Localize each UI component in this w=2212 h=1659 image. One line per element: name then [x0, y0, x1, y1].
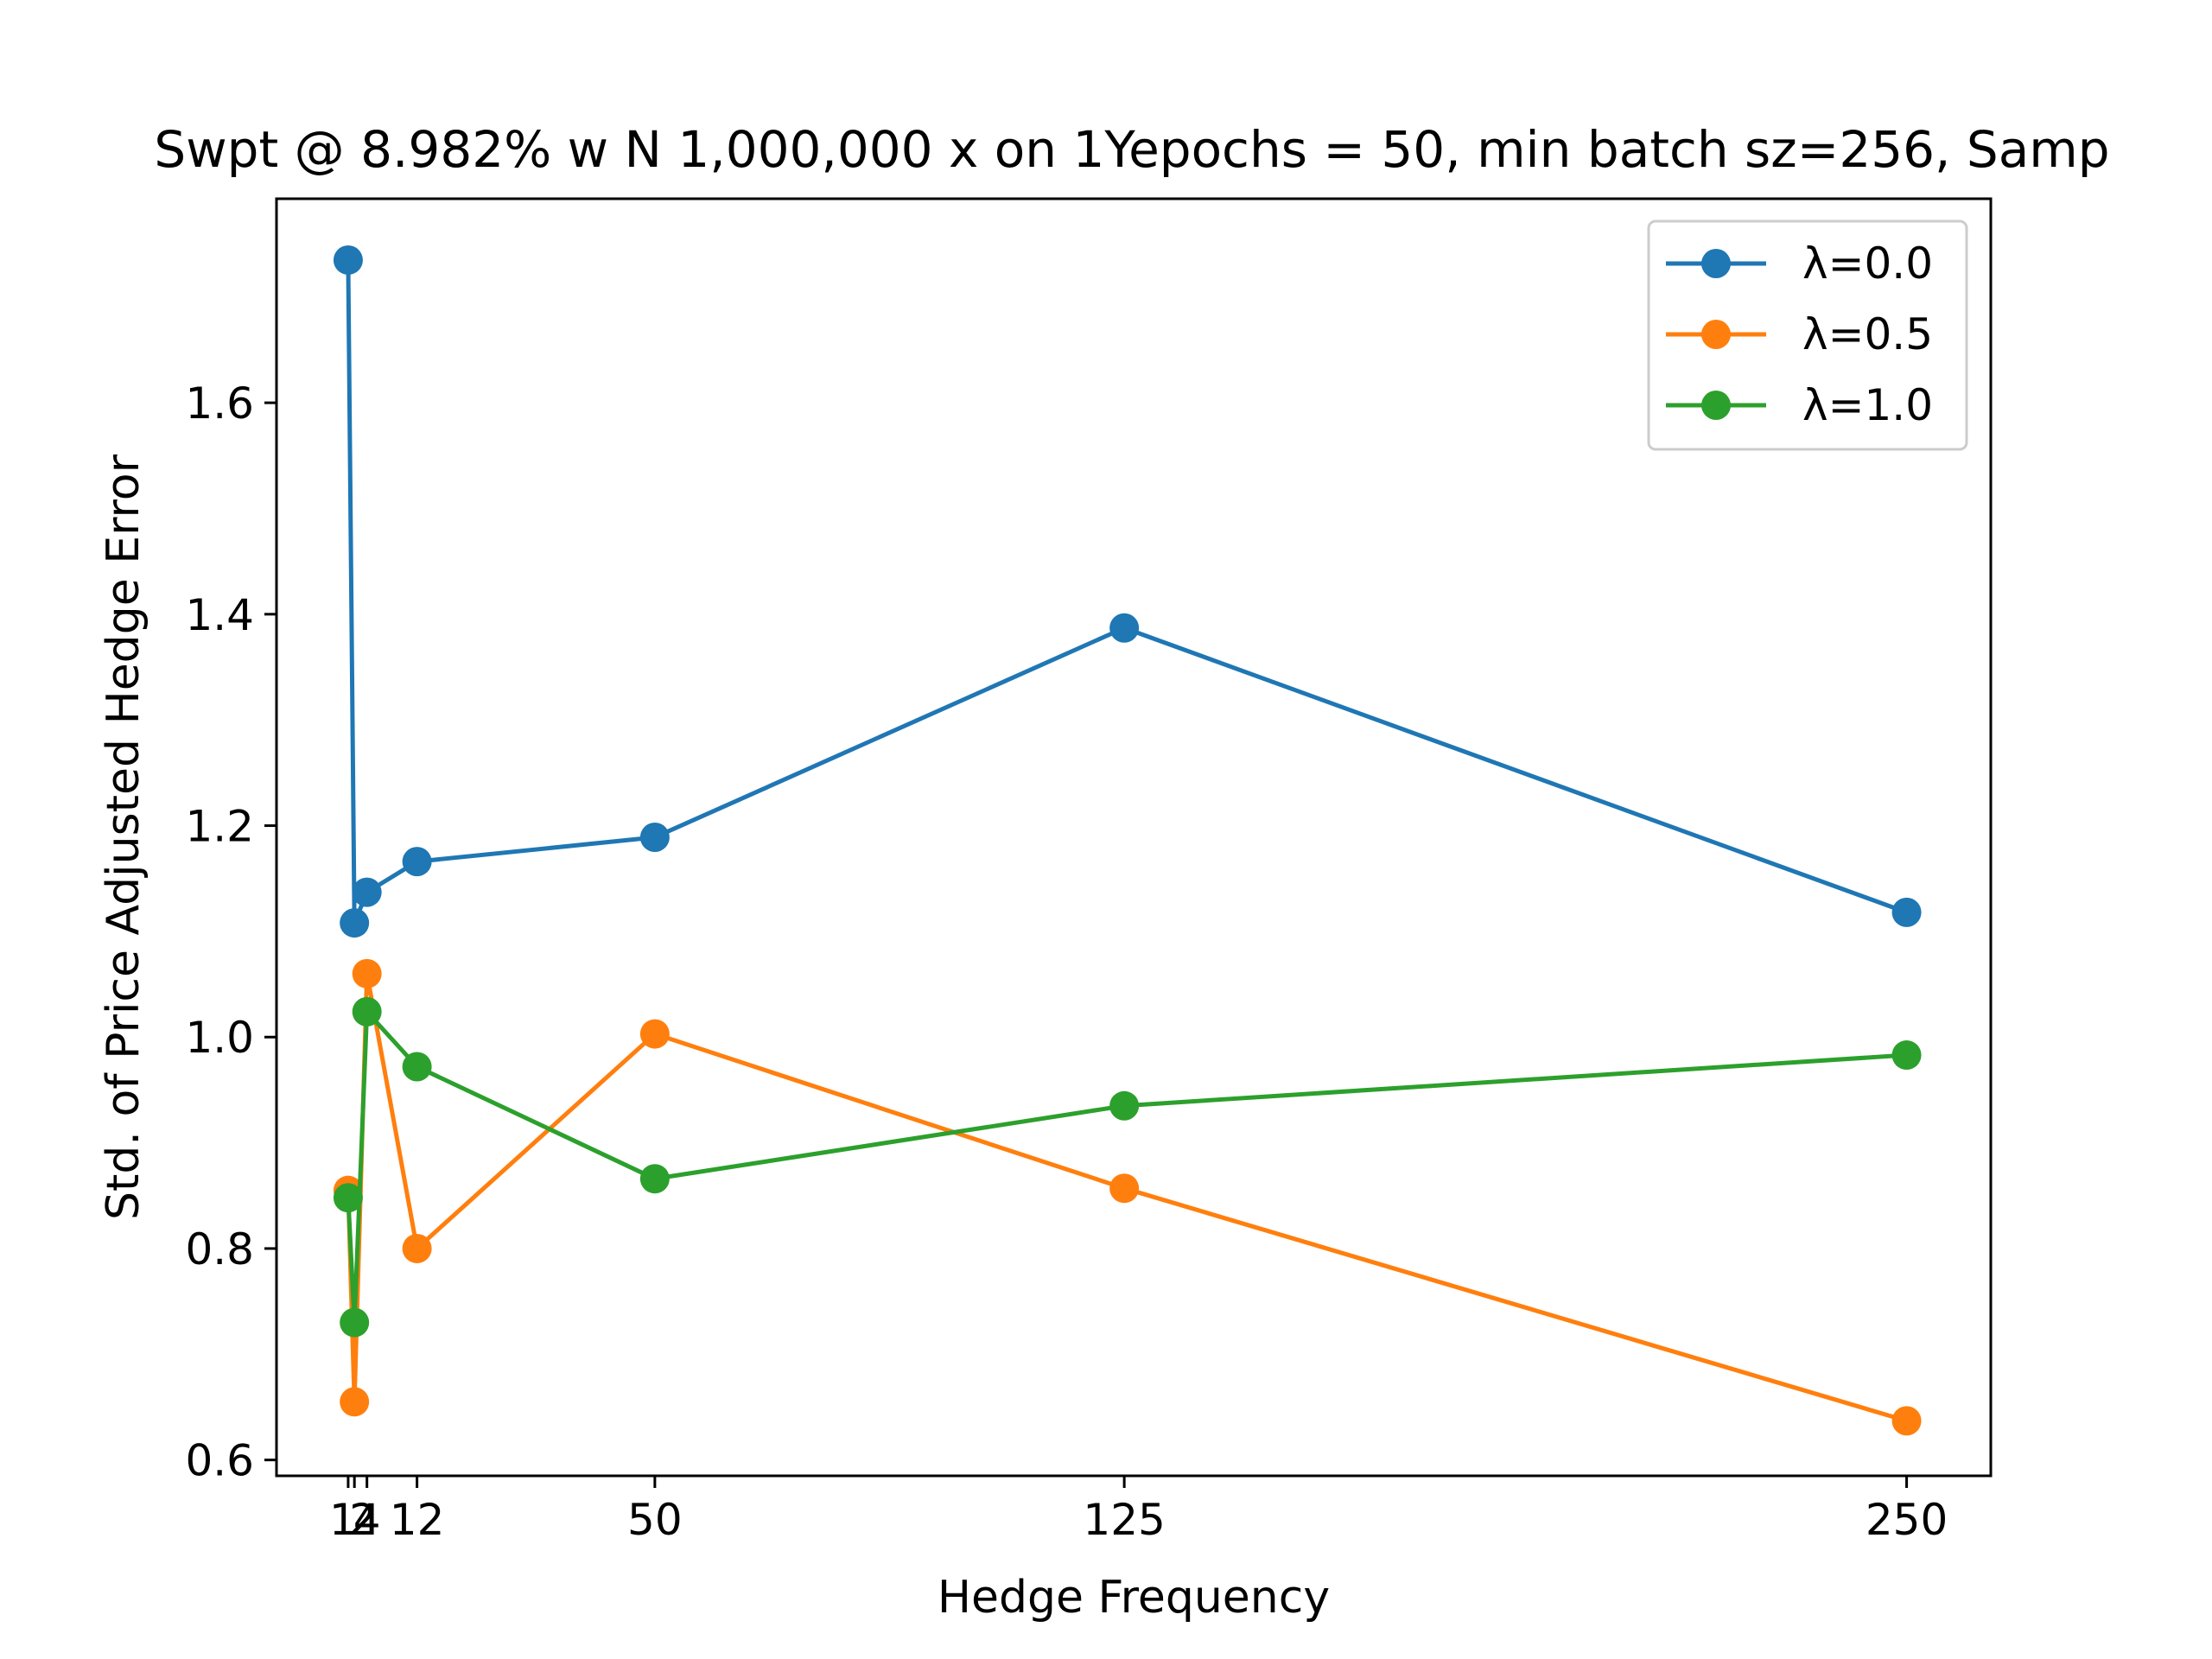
- legend: λ=0.0 λ=0.5 λ=1.0: [1647, 219, 1968, 451]
- data-point: [639, 823, 670, 852]
- data-point: [402, 1052, 432, 1082]
- x-tick-label: 12: [390, 1495, 445, 1545]
- x-tick-label: 1: [329, 1495, 357, 1545]
- data-point: [333, 245, 363, 275]
- series-1: [333, 958, 1922, 1436]
- data-point: [402, 847, 432, 877]
- y-tick-label: 1.0: [185, 1013, 254, 1063]
- data-point: [1891, 897, 1922, 927]
- legend-label: λ=0.5: [1802, 309, 1933, 359]
- x-tick-label: 2: [349, 1495, 377, 1545]
- y-tick-label: 0.6: [185, 1436, 254, 1486]
- series-2: [333, 996, 1922, 1338]
- legend-box: [1647, 219, 1968, 451]
- data-point: [1109, 1173, 1140, 1204]
- legend-marker: [1701, 249, 1731, 278]
- legend-marker: [1701, 391, 1731, 420]
- x-axis-label: Hedge Frequency: [938, 1572, 1330, 1624]
- chart-title: Swpt @ 8.982% w N 1,000,000 x on 1Yepoch…: [154, 120, 2109, 179]
- series-0: [333, 245, 1922, 938]
- data-point: [340, 908, 370, 938]
- x-tick-label: 125: [1083, 1495, 1165, 1545]
- x-tick-label: 4: [353, 1495, 381, 1545]
- data-point: [352, 958, 382, 988]
- data-point: [1891, 1406, 1922, 1436]
- data-point: [639, 1019, 670, 1049]
- data-point: [352, 996, 382, 1027]
- y-tick-label: 0.8: [185, 1224, 254, 1274]
- x-tick-label: 50: [627, 1495, 683, 1545]
- legend-label: λ=0.0: [1802, 238, 1933, 289]
- legend-marker: [1701, 320, 1731, 349]
- y-axis: 0.6 0.8 1.0 1.2 1.4 1.6: [185, 378, 276, 1486]
- data-point: [333, 1183, 363, 1213]
- y-tick-label: 1.4: [185, 590, 254, 640]
- series-line: [346, 1009, 1907, 1325]
- data-point: [1109, 613, 1140, 643]
- y-tick-label: 1.6: [185, 378, 254, 429]
- data-point: [639, 1164, 670, 1194]
- x-tick-label: 250: [1866, 1495, 1948, 1545]
- data-point: [340, 1307, 370, 1338]
- legend-label: λ=1.0: [1802, 380, 1933, 430]
- data-point: [340, 1387, 370, 1417]
- data-point: [352, 877, 382, 907]
- y-axis-label: Std. of Price Adjusted Hedge Error: [98, 454, 149, 1220]
- x-axis: 124 12 50 125 250: [329, 1476, 1948, 1545]
- y-tick-label: 1.2: [185, 802, 254, 852]
- series-layer: [333, 245, 1922, 1436]
- data-point: [402, 1233, 432, 1263]
- data-point: [1891, 1040, 1922, 1071]
- data-point: [1109, 1090, 1140, 1121]
- plot-area: [275, 197, 1993, 1478]
